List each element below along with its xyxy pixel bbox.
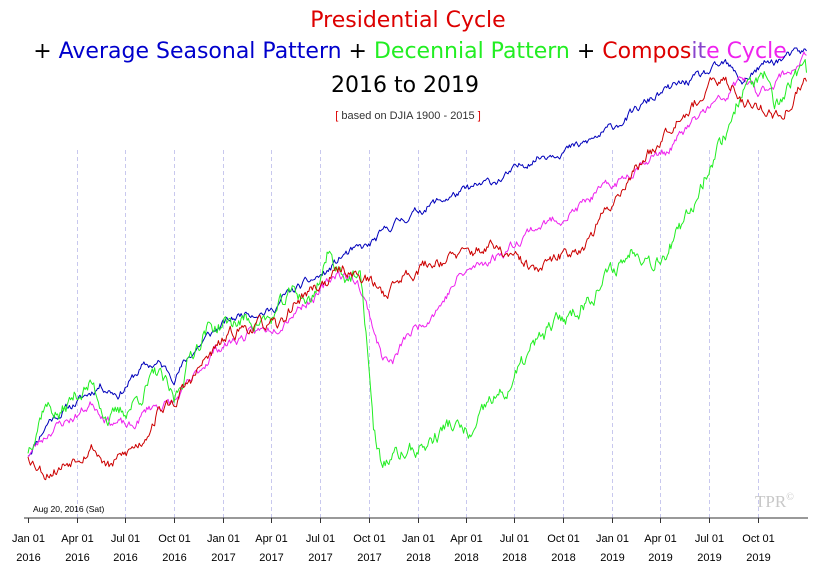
x-tick-label-year: 2018 [502, 552, 526, 564]
line2-segment: it [691, 39, 706, 64]
series-lines [27, 47, 807, 481]
line2-segment: + [570, 39, 602, 64]
x-tick-label-month: Jul 01 [111, 533, 140, 545]
x-axis-ticks: Jan 01 2016 Apr 01 2016 Jul 01 2016 Oct 01 2016… [12, 518, 775, 564]
x-tick-label-month: Oct 01 [742, 533, 774, 545]
title-line-3: 2016 to 2019 [331, 73, 479, 98]
x-tick-label-month: Apr 01 [255, 533, 287, 545]
subtitle-close-bracket: ] [478, 110, 481, 122]
x-tick-label-month: Jan 01 [596, 533, 629, 545]
x-tick-label-month: Apr 01 [644, 533, 676, 545]
x-tick-label-year: 2018 [551, 552, 575, 564]
x-tick-label-month: Apr 01 [450, 533, 482, 545]
line2-segment: + [33, 39, 58, 64]
series-line [27, 59, 807, 468]
x-tick-label-year: 2017 [308, 552, 332, 564]
x-tick-label-month: Jan 01 [402, 533, 435, 545]
x-tick-label-month: Oct 01 [158, 533, 190, 545]
x-tick-label-year: 2016 [16, 552, 40, 564]
series-line [27, 51, 807, 457]
x-tick-label-year: 2019 [746, 552, 770, 564]
x-tick-label-year: 2017 [259, 552, 283, 564]
x-tick-label-year: 2017 [357, 552, 381, 564]
x-tick-label-month: Oct 01 [353, 533, 385, 545]
line2-segment: + [342, 39, 374, 64]
chart-subtitle: [ based on DJIA 1900 - 2015 ] [335, 110, 481, 122]
x-tick-label-month: Jul 01 [695, 533, 724, 545]
x-tick-label-month: Oct 01 [547, 533, 579, 545]
x-tick-label-year: 2019 [697, 552, 721, 564]
x-tick-label-month: Jul 01 [500, 533, 529, 545]
x-tick-label-year: 2018 [406, 552, 430, 564]
watermark-mark: © [786, 492, 794, 503]
subtitle-open-bracket: [ [335, 110, 338, 122]
x-tick-label-year: 2018 [454, 552, 478, 564]
series-line [27, 47, 807, 457]
watermark: TPR© [755, 492, 794, 511]
x-tick-label-year: 2016 [162, 552, 186, 564]
title-line-1: Presidential Cycle [310, 8, 505, 33]
x-tick-label-month: Jan 01 [12, 533, 45, 545]
x-tick-label-year: 2017 [211, 552, 235, 564]
x-tick-label-year: 2016 [65, 552, 89, 564]
vertical-gridlines [77, 150, 759, 518]
line2-segment: Decennial Pattern [374, 39, 570, 64]
x-tick-label-month: Apr 01 [61, 533, 93, 545]
line2-segment: Average Seasonal Pattern [59, 39, 342, 64]
series-line [27, 76, 807, 481]
x-tick-label-year: 2016 [113, 552, 137, 564]
x-tick-label-month: Jan 01 [207, 533, 240, 545]
x-tick-label-month: Jul 01 [306, 533, 335, 545]
line2-segment: e Cycle [706, 39, 787, 64]
x-tick-label-year: 2019 [600, 552, 624, 564]
title-line-2: + Average Seasonal Pattern + Decennial P… [33, 39, 787, 64]
chart-title: Presidential Cycle + Average Seasonal Pa… [33, 8, 787, 98]
x-tick-label-year: 2019 [648, 552, 672, 564]
line1-segment: Presidential Cycle [310, 8, 505, 33]
watermark-text: TPR [755, 492, 787, 511]
subtitle-text: based on DJIA 1900 - 2015 [338, 110, 477, 122]
date-annotation: Aug 20, 2016 (Sat) [33, 504, 105, 514]
line2-segment: Compos [602, 39, 691, 64]
